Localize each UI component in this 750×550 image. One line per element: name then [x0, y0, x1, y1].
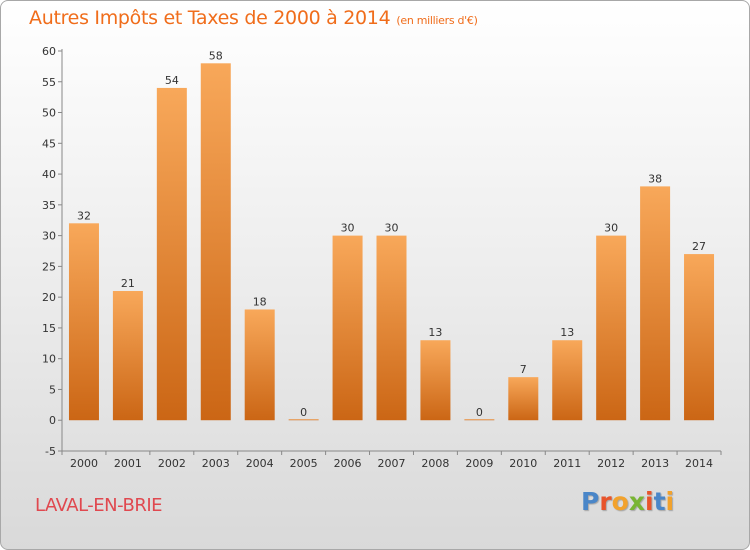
y-tick-label: 45: [42, 137, 56, 150]
x-tick-label-2011: 2011: [553, 457, 581, 470]
x-tick-label-2007: 2007: [378, 457, 406, 470]
bar-2005: [288, 419, 319, 421]
y-tick-label: 60: [42, 45, 56, 58]
data-label-2011: 13: [560, 326, 574, 339]
x-tick-label-2012: 2012: [597, 457, 625, 470]
data-label-2008: 13: [428, 326, 442, 339]
chart-title-text: Autres Impôts et Taxes de 2000 à 2014: [29, 7, 391, 29]
bar-2012: [596, 235, 627, 421]
x-tick-label-2005: 2005: [290, 457, 318, 470]
y-tick-label: 30: [42, 230, 56, 243]
bar-2010: [508, 377, 539, 421]
x-tick-label-2008: 2008: [421, 457, 449, 470]
bar-2008: [420, 340, 451, 421]
x-tick-label-2009: 2009: [465, 457, 493, 470]
bar-2002: [156, 87, 187, 421]
data-label-2013: 38: [648, 172, 662, 185]
y-tick-label: 0: [49, 414, 56, 427]
data-label-2012: 30: [604, 222, 618, 235]
bar-2007: [376, 235, 407, 421]
chart-labels: 32 2000 21 2001 54 2002 58 2003 18 2004 0 2005 30 200…: [70, 49, 713, 470]
y-tick-label: -5: [45, 445, 56, 458]
y-tick-label: 25: [42, 260, 56, 273]
bar-2011: [552, 340, 583, 421]
bar-2003: [200, 63, 231, 421]
bar-2013: [640, 186, 671, 421]
proxiti-logo[interactable]: Proxiti: [581, 487, 674, 516]
location-name: LAVAL-EN-BRIE: [35, 495, 163, 516]
bar-2004: [244, 309, 275, 421]
bar-2006: [332, 235, 363, 421]
data-label-2004: 18: [253, 295, 267, 308]
y-tick-label: 50: [42, 107, 56, 120]
x-tick-label-2013: 2013: [641, 457, 669, 470]
x-tick-label-2004: 2004: [246, 457, 274, 470]
data-label-2001: 21: [121, 277, 135, 290]
y-tick-label: 35: [42, 199, 56, 212]
bar-2001: [112, 291, 143, 421]
data-label-2005: 0: [300, 406, 307, 419]
data-label-2014: 27: [692, 240, 706, 253]
data-label-2009: 0: [476, 406, 483, 419]
data-label-2000: 32: [77, 209, 91, 222]
chart-bars: [68, 63, 715, 421]
y-tick-label: 40: [42, 168, 56, 181]
y-tick-label: 15: [42, 322, 56, 335]
logo-letter: i: [665, 487, 675, 516]
x-tick-label-2000: 2000: [70, 457, 98, 470]
logo-letter: x: [628, 487, 645, 516]
bar-2014: [684, 254, 715, 421]
data-label-2007: 30: [385, 222, 399, 235]
chart-subtitle: (en milliers d'€): [396, 14, 478, 27]
logo-letter: t: [653, 487, 666, 516]
data-label-2010: 7: [520, 363, 527, 376]
x-tick-label-2003: 2003: [202, 457, 230, 470]
y-tick-label: 55: [42, 76, 56, 89]
data-label-2006: 30: [341, 222, 355, 235]
x-tick-label-2002: 2002: [158, 457, 186, 470]
x-tick-label-2001: 2001: [114, 457, 142, 470]
logo-letter: P: [581, 487, 600, 516]
x-tick-label-2010: 2010: [509, 457, 537, 470]
bar-2009: [464, 419, 495, 421]
logo-letter: o: [611, 487, 629, 516]
x-tick-label-2014: 2014: [685, 457, 713, 470]
logo-letter: r: [599, 487, 612, 516]
logo-letter: i: [645, 487, 654, 516]
chart-title: Autres Impôts et Taxes de 2000 à 2014 (en…: [29, 7, 478, 29]
y-tick-label: 10: [42, 353, 56, 366]
chart-axes: -5 0 5 10 15 20 25 30 35 40 45 50 55 60: [42, 45, 722, 458]
y-tick-label: 5: [49, 383, 56, 396]
bar-2000: [68, 223, 99, 421]
x-tick-label-2006: 2006: [334, 457, 362, 470]
data-label-2002: 54: [165, 74, 179, 87]
data-label-2003: 58: [209, 49, 223, 62]
y-tick-label: 20: [42, 291, 56, 304]
